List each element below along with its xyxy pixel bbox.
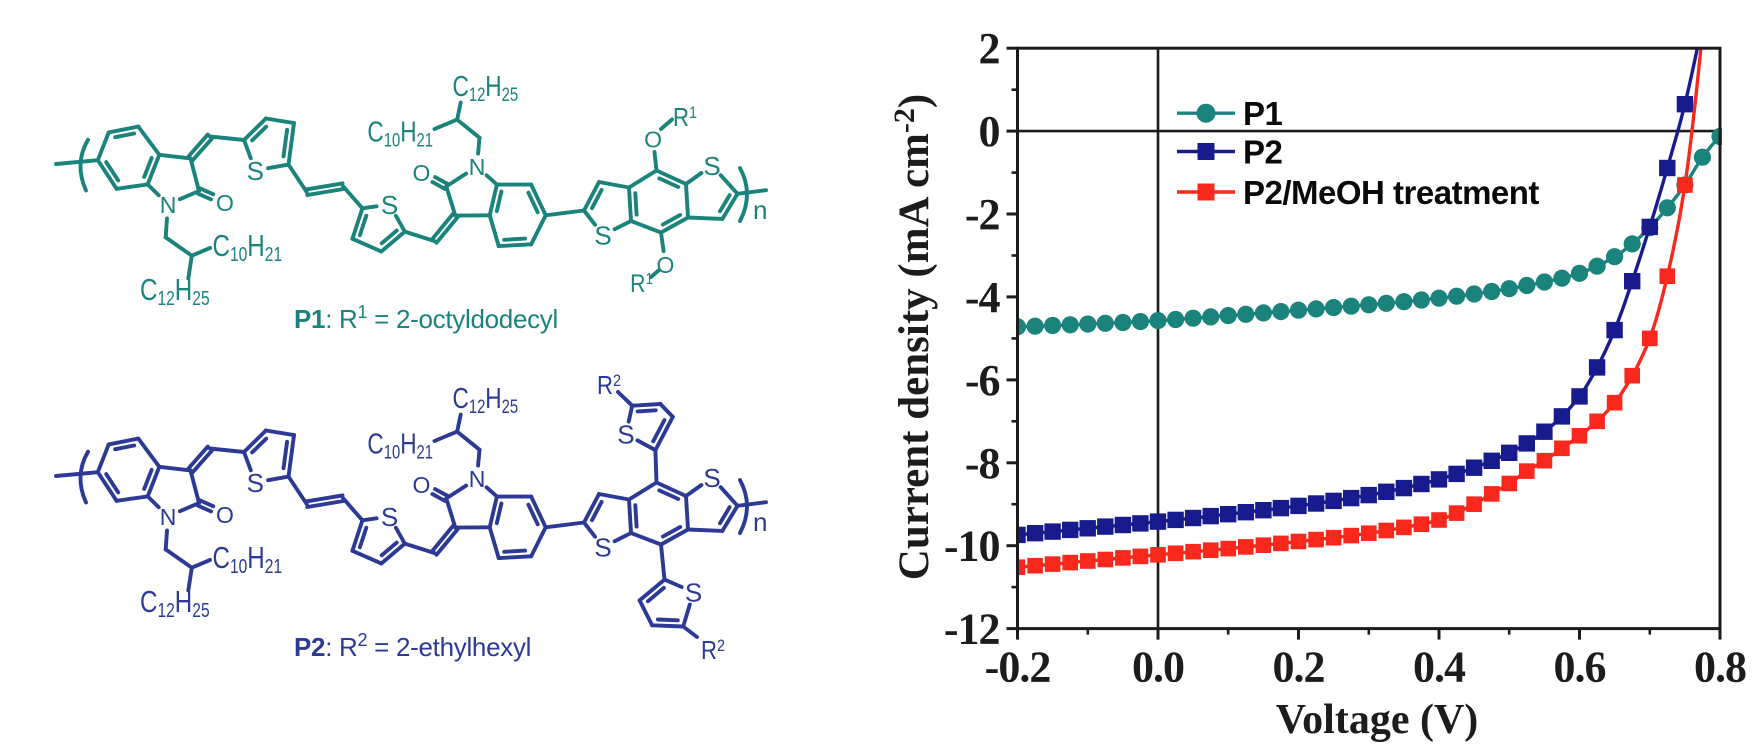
svg-text:N: N	[469, 154, 486, 180]
svg-text:0.2: 0.2	[1273, 643, 1325, 692]
svg-text:P2: P2	[1243, 134, 1283, 171]
svg-text:R1: R1	[673, 103, 697, 132]
svg-text:0.8: 0.8	[1694, 643, 1746, 692]
svg-text:R2: R2	[597, 371, 621, 400]
svg-text:0: 0	[979, 107, 1000, 156]
svg-text:R2: R2	[701, 636, 725, 665]
svg-text:-8: -8	[965, 439, 1000, 488]
svg-text:N: N	[469, 466, 486, 492]
svg-text:S: S	[594, 220, 611, 250]
svg-text:-2: -2	[965, 190, 1000, 239]
svg-text:S: S	[381, 502, 398, 532]
svg-text:C12H25: C12H25	[140, 272, 210, 309]
svg-text:-4: -4	[965, 273, 1001, 322]
svg-text:n: n	[753, 195, 767, 225]
svg-text:C10H21: C10H21	[213, 540, 283, 577]
svg-text:0.0: 0.0	[1132, 643, 1184, 692]
svg-text:-10: -10	[944, 522, 1000, 571]
svg-text:C12H25: C12H25	[453, 69, 519, 105]
svg-text:-6: -6	[965, 356, 1000, 405]
svg-text:R1: R1	[630, 269, 653, 297]
svg-text:P2: R2 = 2-ethylhexyl: P2: R2 = 2-ethylhexyl	[294, 630, 531, 662]
svg-text:O: O	[644, 126, 662, 152]
svg-text:Current density (mA cm-2): Current density (mA cm-2)	[888, 94, 938, 580]
svg-text:C12H25: C12H25	[453, 381, 519, 417]
svg-text:S: S	[381, 190, 398, 220]
svg-text:P1: R1 = 2-octyldodecyl: P1: R1 = 2-octyldodecyl	[294, 302, 558, 334]
svg-text:C12H25: C12H25	[140, 584, 210, 621]
svg-text:-0.2: -0.2	[985, 643, 1051, 692]
svg-text:O: O	[216, 190, 234, 216]
svg-text:O: O	[413, 472, 431, 498]
svg-text:C10H21: C10H21	[213, 228, 283, 265]
svg-text:S: S	[703, 151, 720, 181]
svg-text:S: S	[685, 578, 702, 608]
svg-text:Voltage (V): Voltage (V)	[1276, 697, 1479, 743]
svg-text:2: 2	[979, 24, 1000, 73]
svg-text:S: S	[617, 420, 634, 450]
svg-text:n: n	[753, 507, 767, 537]
svg-text:0.6: 0.6	[1554, 643, 1606, 692]
svg-text:P2/MeOH treatment: P2/MeOH treatment	[1243, 174, 1539, 211]
svg-text:P1: P1	[1243, 95, 1283, 132]
svg-text:S: S	[247, 156, 264, 186]
svg-text:C10H21: C10H21	[367, 427, 433, 463]
svg-text:S: S	[247, 468, 264, 498]
svg-text:O: O	[413, 160, 431, 186]
svg-text:N: N	[160, 192, 177, 218]
svg-text:C10H21: C10H21	[367, 115, 433, 151]
svg-text:0.4: 0.4	[1413, 643, 1466, 692]
svg-text:N: N	[160, 504, 177, 530]
svg-text:-12: -12	[944, 605, 1000, 654]
svg-text:S: S	[594, 532, 611, 562]
svg-text:O: O	[657, 252, 675, 278]
svg-text:O: O	[216, 502, 234, 528]
svg-text:S: S	[703, 463, 720, 493]
